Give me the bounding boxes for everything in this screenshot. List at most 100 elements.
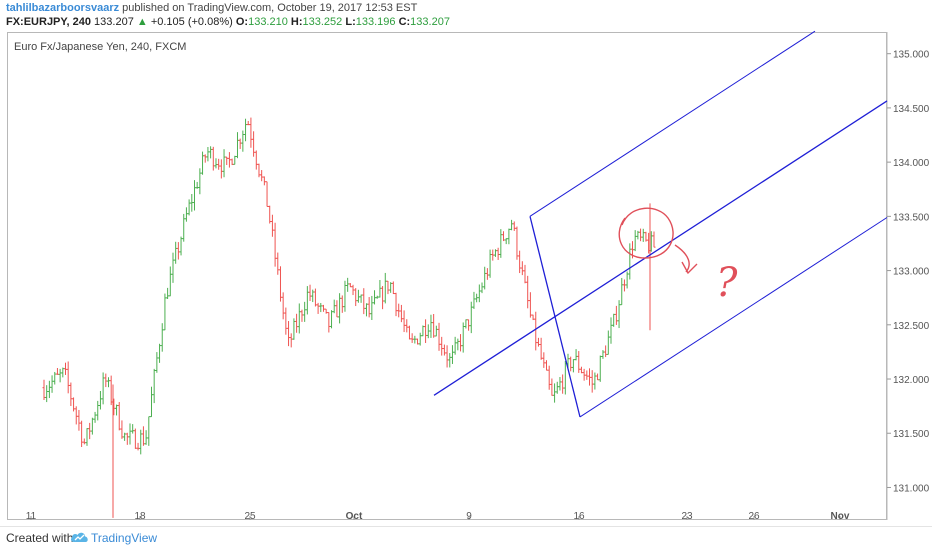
ohlc-bar	[66, 361, 70, 394]
ohlc-bar	[319, 302, 323, 313]
ohlc-bar	[187, 199, 191, 216]
ohlc-bar	[227, 152, 231, 168]
high-label: H:	[290, 16, 303, 28]
ohlc-bar	[512, 221, 516, 231]
ohlc-bar	[72, 397, 76, 412]
ohlc-bar	[74, 406, 78, 425]
y-tick-label: 132.000	[893, 375, 930, 386]
ohlc-bar	[260, 170, 264, 182]
handdrawn-annotation: ?	[618, 207, 738, 306]
ohlc-bar	[518, 250, 522, 274]
price-axis: 131.000 131.500 132.000 132.500 133.000 133.5…	[887, 50, 930, 494]
ohlc-bar	[311, 289, 315, 303]
ohlc-bar	[176, 242, 180, 260]
ohlc-bar	[61, 367, 65, 378]
ohlc-bar	[612, 313, 616, 327]
pitchfork-upper-line	[529, 30, 816, 217]
ohlc-bar	[257, 163, 261, 178]
ohlc-bar	[590, 370, 594, 393]
ohlc-bar	[644, 231, 648, 242]
y-tick-label: 132.500	[893, 321, 930, 332]
ohlc-bar	[332, 299, 336, 314]
ohlc-bar	[614, 305, 618, 325]
ohlc-bar	[440, 336, 444, 356]
x-tick-label: 18	[134, 511, 146, 522]
ohlc-bar	[429, 314, 433, 338]
ohlc-bar	[246, 120, 250, 126]
ohlc-bar	[166, 287, 170, 300]
ohlc-bar	[351, 284, 355, 296]
x-tick-label: 23	[681, 511, 693, 522]
ohlc-bar	[195, 181, 199, 189]
y-tick-label: 133.000	[893, 267, 930, 278]
ohlc-bar	[88, 422, 92, 440]
author-link[interactable]: tahlilbazarboorsvaarz	[6, 2, 120, 14]
y-tick-label: 134.000	[893, 158, 930, 169]
ohlc-bar	[596, 373, 600, 381]
ohlc-bar	[545, 360, 549, 371]
ohlc-bar	[160, 323, 164, 352]
tradingview-brand-link[interactable]: TradingView	[91, 531, 158, 545]
ohlc-bar	[555, 381, 559, 394]
ohlc-bar	[249, 117, 253, 148]
ohlc-bar	[574, 349, 578, 361]
ohlc-bar	[238, 138, 242, 149]
ohlc-bar	[303, 301, 307, 322]
ohlc-bar	[558, 377, 562, 391]
ohlc-bar	[182, 213, 186, 242]
ohlc-bar	[343, 280, 347, 312]
ohlc-bar	[254, 150, 258, 170]
x-tick-label: 26	[748, 511, 760, 522]
ohlc-bar	[528, 292, 532, 318]
ohlc-bar	[252, 131, 256, 157]
ohlc-bar	[222, 149, 226, 178]
ohlc-bar	[418, 332, 422, 346]
created-with-label: Created with	[6, 531, 74, 545]
ohlc-bar	[117, 402, 121, 431]
ohlc-bar	[348, 283, 352, 288]
ohlc-bar	[542, 352, 546, 368]
ohlc-bar	[593, 372, 597, 390]
ohlc-bar	[82, 438, 86, 445]
published-text: published on TradingView.com, October 19…	[122, 2, 418, 14]
ohlc-bar	[641, 228, 645, 242]
ohlc-bar	[381, 286, 385, 310]
ohlc-bar	[53, 371, 57, 385]
ohlc-bar	[171, 252, 175, 283]
ohlc-bar	[378, 280, 382, 298]
ohlc-bar	[399, 304, 403, 323]
ohlc-bar	[284, 307, 288, 335]
ohlc-bar	[598, 355, 602, 382]
ohlc-bar	[606, 330, 610, 355]
ohlc-bar	[289, 333, 293, 348]
ohlc-bars	[42, 117, 656, 518]
ohlc-bar	[219, 159, 223, 179]
ohlc-bar	[174, 241, 178, 264]
ohlc-bar	[305, 286, 309, 315]
ohlc-bar	[539, 337, 543, 360]
ohlc-bar	[287, 321, 291, 347]
pitchfork-drawing	[433, 30, 888, 418]
ohlc-bar	[571, 359, 575, 373]
ohlc-bar	[375, 295, 379, 299]
tradingview-cloud-icon	[70, 532, 88, 542]
pitchfork-handle	[529, 216, 581, 418]
ohlc-bar	[386, 280, 390, 295]
ohlc-bar	[273, 222, 277, 267]
ohlc-bar	[281, 292, 285, 320]
ohlc-bar	[367, 297, 371, 318]
ohlc-bar	[217, 158, 221, 170]
y-tick-label: 135.000	[893, 50, 930, 61]
question-mark-annotation: ?	[716, 260, 738, 306]
ohlc-bar	[55, 368, 59, 375]
chart-header: tahlilbazarboorsvaarz published on Tradi…	[0, 0, 932, 30]
y-tick-label: 131.000	[893, 483, 930, 494]
ohlc-bar	[561, 374, 565, 394]
ohlc-bar	[42, 379, 46, 400]
ohlc-bar	[550, 378, 554, 396]
ohlc-bar	[316, 302, 320, 314]
ohlc-bar	[101, 372, 105, 405]
ohlc-bar	[131, 424, 135, 434]
ohlc-bar	[225, 156, 229, 165]
